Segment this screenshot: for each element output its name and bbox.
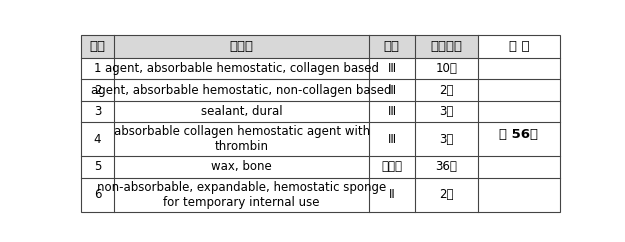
Text: 총 계: 총 계: [509, 40, 529, 53]
Text: 1: 1: [94, 62, 101, 75]
Text: 2: 2: [94, 83, 101, 97]
Text: 3: 3: [94, 105, 101, 118]
Bar: [114, 35, 369, 58]
Text: Ⅲ: Ⅲ: [388, 62, 396, 75]
Text: 3건: 3건: [439, 105, 454, 118]
Text: 연번: 연번: [89, 40, 106, 53]
Text: 4: 4: [94, 133, 101, 146]
Text: agent, absorbable hemostatic, collagen based: agent, absorbable hemostatic, collagen b…: [104, 62, 379, 75]
Text: 6: 6: [94, 188, 101, 201]
Text: 5: 5: [94, 160, 101, 173]
Text: Ⅲ: Ⅲ: [388, 83, 396, 97]
Text: Ⅲ: Ⅲ: [388, 133, 396, 146]
Text: 등급: 등급: [384, 40, 400, 53]
Text: 미분류: 미분류: [381, 160, 402, 173]
Text: non-absorbable, expandable, hemostatic sponge
for temporary internal use: non-absorbable, expandable, hemostatic s…: [97, 181, 386, 209]
Text: agent, absorbable hemostatic, non-collagen based: agent, absorbable hemostatic, non-collag…: [91, 83, 392, 97]
Text: 10건: 10건: [435, 62, 457, 75]
Text: 허가건수: 허가건수: [430, 40, 462, 53]
Text: Ⅲ: Ⅲ: [388, 105, 396, 118]
Text: 총 56건: 총 56건: [499, 128, 538, 141]
Text: 2건: 2건: [439, 188, 454, 201]
Text: 3건: 3건: [439, 133, 454, 146]
Text: 2건: 2건: [439, 83, 454, 97]
Bar: [81, 35, 114, 58]
Bar: [369, 35, 415, 58]
Text: 36건: 36건: [435, 160, 457, 173]
Text: absorbable collagen hemostatic agent with
thrombin: absorbable collagen hemostatic agent wit…: [114, 125, 369, 153]
Text: wax, bone: wax, bone: [211, 160, 272, 173]
Text: sealant, dural: sealant, dural: [201, 105, 282, 118]
Text: Ⅱ: Ⅱ: [389, 188, 394, 201]
Bar: [415, 35, 478, 58]
Text: 품목명: 품목명: [229, 40, 254, 53]
